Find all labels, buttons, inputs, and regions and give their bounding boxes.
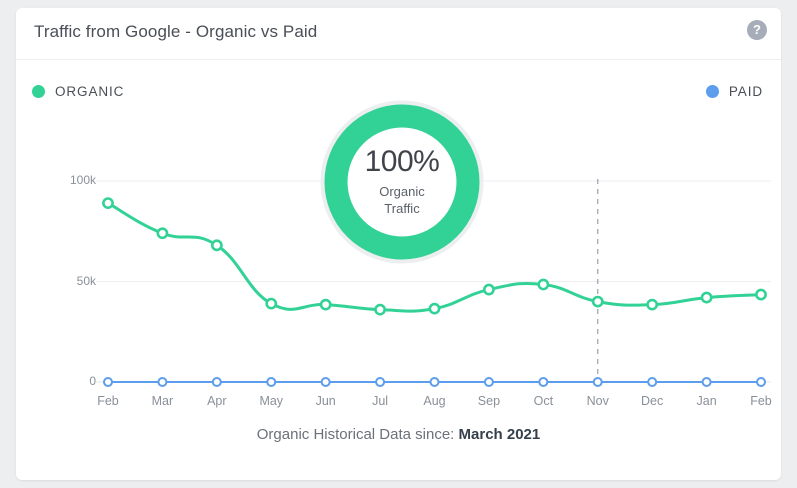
x-axis-tick-label: Dec bbox=[641, 394, 664, 408]
data-point[interactable] bbox=[102, 197, 114, 210]
data-point[interactable] bbox=[701, 377, 712, 387]
data-point[interactable] bbox=[647, 377, 658, 387]
x-axis-tick-label: Nov bbox=[586, 394, 609, 408]
data-point[interactable] bbox=[375, 377, 386, 387]
footer-date: March 2021 bbox=[458, 426, 541, 443]
y-axis-tick-label: 100k bbox=[69, 173, 96, 187]
data-point[interactable] bbox=[157, 377, 168, 387]
x-axis-tick-label: Feb bbox=[750, 394, 772, 408]
data-point[interactable] bbox=[429, 377, 440, 387]
legend-label-organic: ORGANIC bbox=[55, 84, 125, 99]
x-axis-tick-label: Feb bbox=[97, 394, 119, 408]
x-axis-tick-label: Jul bbox=[372, 394, 389, 408]
data-point[interactable] bbox=[319, 298, 332, 311]
legend-item-organic[interactable]: ORGANIC bbox=[32, 84, 124, 99]
x-axis-tick-label: Apr bbox=[207, 394, 227, 408]
data-point[interactable] bbox=[210, 239, 223, 252]
data-point[interactable] bbox=[266, 377, 277, 387]
y-axis-tick-label: 50k bbox=[76, 273, 96, 288]
legend-dot-organic-icon bbox=[32, 85, 45, 98]
data-point[interactable] bbox=[374, 303, 386, 316]
data-point[interactable] bbox=[320, 377, 331, 387]
data-point[interactable] bbox=[591, 295, 604, 308]
legend-item-paid[interactable]: PAID bbox=[705, 84, 763, 99]
donut-label-line1: Organic bbox=[379, 183, 425, 199]
data-point[interactable] bbox=[265, 297, 278, 310]
data-point[interactable] bbox=[428, 302, 441, 315]
data-point[interactable] bbox=[483, 283, 495, 296]
series-paid bbox=[103, 377, 766, 387]
x-axis-tick-label: May bbox=[259, 394, 284, 408]
data-point[interactable] bbox=[756, 377, 766, 387]
card-header: Traffic from Google - Organic vs Paid ? bbox=[16, 8, 781, 60]
help-circle-icon[interactable]: ? bbox=[747, 20, 767, 40]
data-point[interactable] bbox=[211, 377, 222, 387]
data-point[interactable] bbox=[538, 377, 549, 387]
donut-hole bbox=[348, 128, 456, 236]
donut-svg bbox=[320, 100, 484, 264]
x-axis-tick-label: Aug bbox=[423, 394, 446, 408]
traffic-chart-card: Traffic from Google - Organic vs Paid ? … bbox=[16, 8, 781, 480]
legend-dot-paid-icon bbox=[705, 85, 719, 98]
data-point[interactable] bbox=[537, 278, 550, 291]
page-title: Traffic from Google - Organic vs Paid bbox=[34, 22, 318, 41]
data-point[interactable] bbox=[646, 298, 659, 311]
x-axis-tick-label: Oct bbox=[533, 394, 554, 408]
historical-data-footer: Organic Historical Data since: March 202… bbox=[16, 426, 781, 443]
data-point[interactable] bbox=[700, 291, 713, 304]
footer-prefix: Organic Historical Data since: bbox=[256, 426, 455, 443]
legend-label-paid: PAID bbox=[728, 84, 763, 99]
donut-arc bbox=[324, 104, 480, 260]
x-axis-tick-label: Sep bbox=[477, 394, 501, 408]
organic-share-donut: 100% Organic Traffic bbox=[320, 100, 484, 264]
donut-label-line2: Traffic bbox=[384, 200, 420, 216]
donut-percent: 100% bbox=[364, 144, 440, 178]
data-point[interactable] bbox=[156, 227, 169, 240]
data-point[interactable] bbox=[483, 377, 494, 387]
x-axis-tick-label: Jan bbox=[696, 394, 717, 408]
x-axis-tick-label: Mar bbox=[151, 394, 174, 408]
x-axis-tick-label: Jun bbox=[315, 394, 336, 408]
data-point[interactable] bbox=[592, 377, 603, 387]
data-point[interactable] bbox=[103, 377, 113, 387]
data-point[interactable] bbox=[755, 288, 767, 301]
y-axis-tick-label: 0 bbox=[89, 374, 96, 388]
donut-center-labels: 100% Organic Traffic bbox=[320, 100, 484, 264]
